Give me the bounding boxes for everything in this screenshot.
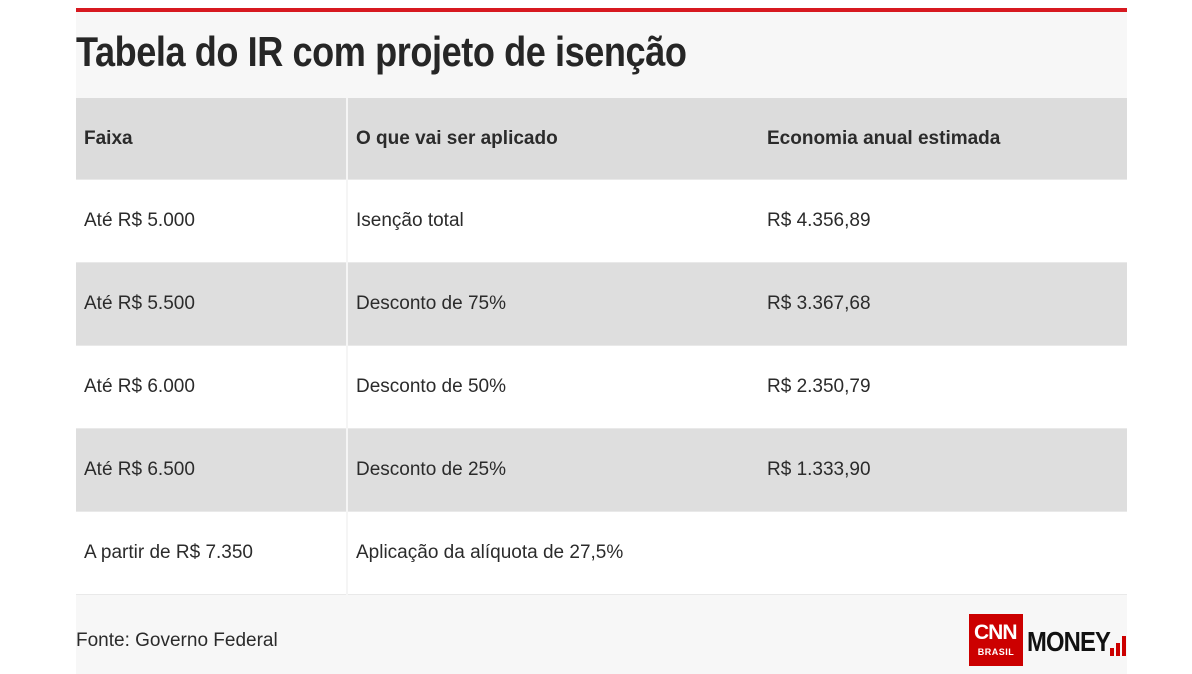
table-row: Até R$ 6.000 Desconto de 50% R$ 2.350,79 <box>76 345 1127 429</box>
cell-aplicacao: Isenção total <box>347 179 759 263</box>
table-row: A partir de R$ 7.350 Aplicação da alíquo… <box>76 511 1127 595</box>
table-row: Até R$ 5.000 Isenção total R$ 4.356,89 <box>76 179 1127 263</box>
cell-economia: R$ 1.333,90 <box>759 428 1127 512</box>
table-row: Até R$ 5.500 Desconto de 75% R$ 3.367,68 <box>76 262 1127 346</box>
cell-economia: R$ 4.356,89 <box>759 179 1127 263</box>
cell-faixa: Até R$ 6.500 <box>76 428 348 512</box>
cell-economia: R$ 2.350,79 <box>759 345 1127 429</box>
cell-aplicacao: Desconto de 50% <box>347 345 759 429</box>
source-note: Fonte: Governo Federal <box>76 630 278 651</box>
column-header-faixa: Faixa <box>76 98 348 180</box>
column-header-economia: Economia anual estimada <box>759 98 1127 180</box>
cell-aplicacao: Desconto de 25% <box>347 428 759 512</box>
money-wordmark: MONEY <box>1027 626 1111 657</box>
cnn-subtitle: BRASIL <box>977 647 1015 657</box>
page-title: Tabela do IR com projeto de isenção <box>76 28 687 75</box>
cell-economia: R$ 3.367,68 <box>759 262 1127 346</box>
cell-faixa: Até R$ 5.000 <box>76 179 348 263</box>
table-header-row: Faixa O que vai ser aplicado Economia an… <box>76 98 1127 180</box>
cnn-logo-box: CNN BRASIL <box>969 614 1023 666</box>
cell-aplicacao: Aplicação da alíquota de 27,5% <box>347 511 759 595</box>
cell-faixa: A partir de R$ 7.350 <box>76 511 348 595</box>
cell-faixa: Até R$ 5.500 <box>76 262 348 346</box>
cnn-brasil-money-logo: CNN BRASIL MONEY <box>969 614 1129 668</box>
top-accent-bar <box>76 8 1127 12</box>
cell-aplicacao: Desconto de 75% <box>347 262 759 346</box>
cnn-wordmark: CNN <box>974 621 1017 644</box>
ir-table: Faixa O que vai ser aplicado Economia an… <box>76 98 1127 595</box>
bar-chart-icon <box>1110 636 1126 656</box>
column-header-aplicacao: O que vai ser aplicado <box>347 98 759 180</box>
infographic-card: Tabela do IR com projeto de isenção Faix… <box>76 8 1127 674</box>
cell-economia <box>759 511 1127 595</box>
cell-faixa: Até R$ 6.000 <box>76 345 348 429</box>
table-row: Até R$ 6.500 Desconto de 25% R$ 1.333,90 <box>76 428 1127 512</box>
